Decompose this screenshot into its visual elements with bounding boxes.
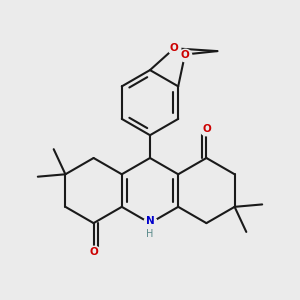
- Text: H: H: [146, 229, 154, 239]
- Text: N: N: [146, 216, 154, 226]
- Text: O: O: [89, 247, 98, 257]
- Text: O: O: [202, 124, 211, 134]
- Text: O: O: [170, 43, 178, 53]
- Text: O: O: [181, 50, 189, 59]
